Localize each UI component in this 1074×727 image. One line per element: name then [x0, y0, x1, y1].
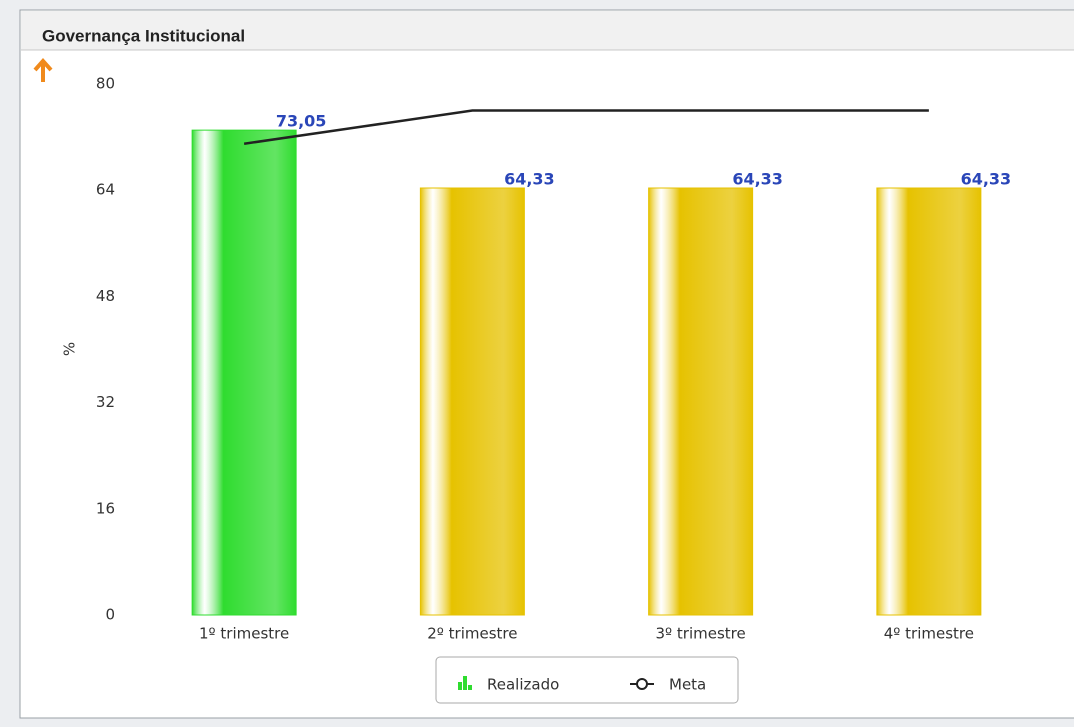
y-axis-label: % [61, 342, 79, 356]
x-tick-label: 4º trimestre [884, 625, 974, 643]
x-tick-label: 2º trimestre [427, 625, 517, 643]
y-tick-label: 48 [96, 287, 115, 305]
bar [419, 187, 525, 616]
up-arrow-icon[interactable] [33, 57, 53, 82]
legend-icon [468, 685, 472, 690]
panel-header [21, 11, 1074, 50]
legend-icon [463, 676, 467, 690]
x-tick-label: 3º trimestre [656, 625, 746, 643]
bar [191, 129, 297, 616]
y-tick-label: 16 [96, 499, 115, 517]
panel-title: Governança Institucional [42, 26, 245, 45]
legend [435, 656, 739, 704]
x-tick-label: 1º trimestre [199, 625, 289, 643]
bar [648, 187, 754, 616]
data-label: 64,33 [961, 170, 1012, 189]
legend-label: Realizado [487, 676, 559, 694]
data-label: 64,33 [732, 170, 783, 189]
data-label: 64,33 [504, 170, 555, 189]
legend-icon [458, 682, 462, 690]
bar [876, 187, 982, 616]
legend-label: Meta [669, 676, 706, 694]
legend-icon [636, 678, 648, 690]
y-tick-label: 64 [96, 181, 115, 199]
data-label: 73,05 [276, 112, 327, 131]
y-tick-label: 32 [96, 393, 115, 411]
y-tick-label: 0 [105, 606, 115, 624]
meta-line [243, 109, 929, 145]
y-tick-label: 80 [96, 75, 115, 93]
